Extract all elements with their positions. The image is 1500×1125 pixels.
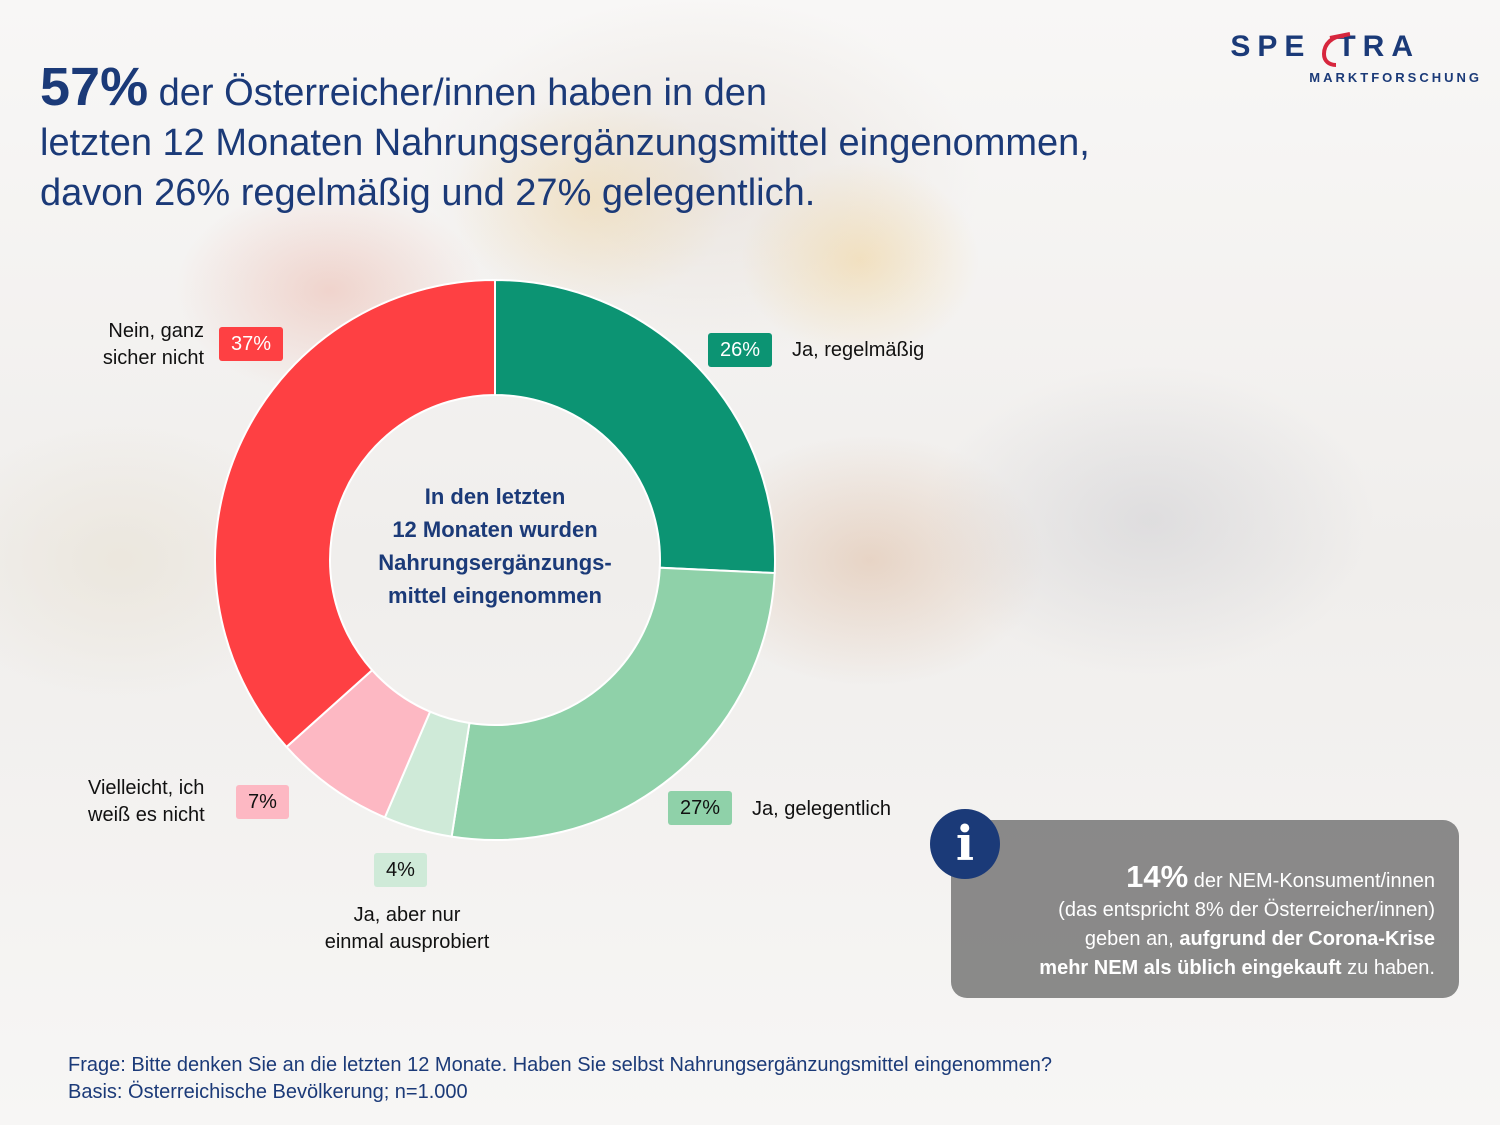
donut-slice-nein <box>214 278 496 749</box>
value-badge-regelmaessig: 26% <box>708 333 773 367</box>
headline-highlight: 57% <box>40 57 149 117</box>
category-label-einmal: Ja, aber nur einmal ausprobiert <box>324 904 490 953</box>
info-text: 14% der NEM-Konsument/innen (das entspri… <box>1039 859 1435 979</box>
info-icon: i <box>930 809 1000 879</box>
footnote: Frage: Bitte denken Sie an die letzten 1… <box>68 1052 1052 1106</box>
spectra-logo: SPE​TRA MARKTFORSCHUNG <box>1200 22 1490 92</box>
info-box: 14% der NEM-Konsument/innen (das entspri… <box>951 820 1459 998</box>
donut-slice-regelmaessig <box>494 278 776 575</box>
value-badge-einmal: 4% <box>374 853 427 887</box>
logo-subtitle: MARKTFORSCHUNG <box>1309 70 1482 85</box>
donut-center-label: In den letzten 12 Monaten wurden Nahrung… <box>378 484 612 608</box>
value-badge-vielleicht: 7% <box>236 785 289 819</box>
donut-slice-gelegentlich <box>450 566 776 841</box>
info-highlight: 14% <box>1126 859 1189 894</box>
footnote-base: Basis: Österreichische Bevölkerung; n=1.… <box>68 1081 468 1103</box>
category-label-nein: Nein, ganz sicher nicht <box>102 320 204 369</box>
category-label-gelegentlich: Ja, gelegentlich <box>752 798 891 820</box>
headline-line3: davon 26% regelmäßig und 27% gelegentlic… <box>40 172 816 214</box>
value-badge-gelegentlich: 27% <box>668 791 733 825</box>
headline-line1: der Österreicher/innen haben in den <box>148 72 768 114</box>
logo-swoosh-icon <box>1321 32 1351 67</box>
value-badge-nein: 37% <box>219 327 284 361</box>
footnote-question: Frage: Bitte denken Sie an die letzten 1… <box>68 1054 1052 1076</box>
category-label-vielleicht: Vielleicht, ich weiß es nicht <box>88 777 205 826</box>
headline-line2: letzten 12 Monaten Nahrungsergänzungsmit… <box>40 122 1090 164</box>
category-label-regelmaessig: Ja, regelmäßig <box>792 339 925 361</box>
headline: 57% der Österreicher/innen haben in den … <box>40 60 1220 218</box>
